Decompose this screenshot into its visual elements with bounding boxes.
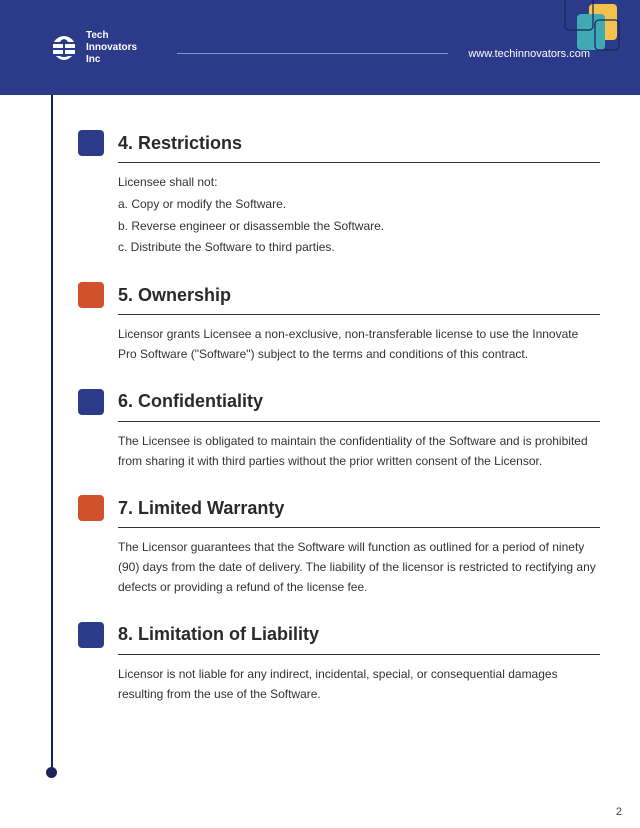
- section-body: The Licensor guarantees that the Softwar…: [118, 538, 600, 597]
- company-name-line: Innovators: [86, 42, 137, 54]
- section-text: The Licensor guarantees that the Softwar…: [118, 538, 600, 597]
- page-header: Tech Innovators Inc www.techinnovators.c…: [0, 0, 640, 95]
- section-rule: [118, 314, 600, 315]
- section-title: 4. Restrictions: [118, 133, 242, 154]
- section-confidentiality: 6. Confidentiality The Licensee is oblig…: [78, 389, 600, 472]
- logo-block: Tech Innovators Inc: [50, 30, 137, 66]
- header-decoration: [555, 0, 625, 55]
- section-header: 6. Confidentiality: [78, 389, 600, 415]
- section-title: 6. Confidentiality: [118, 391, 263, 412]
- section-rule: [118, 654, 600, 655]
- section-text: The Licensee is obligated to maintain th…: [118, 432, 600, 472]
- section-header: 4. Restrictions: [78, 130, 600, 156]
- section-body: Licensor grants Licensee a non-exclusive…: [118, 325, 600, 365]
- section-rule: [118, 162, 600, 163]
- section-title: 8. Limitation of Liability: [118, 624, 319, 645]
- company-name-line: Tech: [86, 30, 137, 42]
- section-marker-icon: [78, 622, 104, 648]
- section-title: 5. Ownership: [118, 285, 231, 306]
- section-marker-icon: [78, 282, 104, 308]
- vertical-timeline-line: [51, 95, 53, 775]
- section-text: Licensor grants Licensee a non-exclusive…: [118, 325, 600, 365]
- section-limited-warranty: 7. Limited Warranty The Licensor guarant…: [78, 495, 600, 597]
- company-name-line: Inc: [86, 54, 137, 66]
- section-header: 5. Ownership: [78, 282, 600, 308]
- section-text: b. Reverse engineer or disassemble the S…: [118, 217, 600, 237]
- section-text: c. Distribute the Software to third part…: [118, 238, 600, 258]
- section-rule: [118, 527, 600, 528]
- page-content: 4. Restrictions Licensee shall not: a. C…: [0, 95, 640, 748]
- section-restrictions: 4. Restrictions Licensee shall not: a. C…: [78, 130, 600, 258]
- section-text: a. Copy or modify the Software.: [118, 195, 600, 215]
- vertical-timeline-dot: [46, 767, 57, 778]
- header-divider: [177, 53, 448, 54]
- section-rule: [118, 421, 600, 422]
- page-number: 2: [616, 806, 622, 818]
- section-text: Licensee shall not:: [118, 173, 600, 193]
- company-logo-icon: [50, 34, 78, 62]
- section-ownership: 5. Ownership Licensor grants Licensee a …: [78, 282, 600, 365]
- section-header: 7. Limited Warranty: [78, 495, 600, 521]
- section-marker-icon: [78, 495, 104, 521]
- section-header: 8. Limitation of Liability: [78, 622, 600, 648]
- section-body: The Licensee is obligated to maintain th…: [118, 432, 600, 472]
- section-title: 7. Limited Warranty: [118, 498, 284, 519]
- section-body: Licensor is not liable for any indirect,…: [118, 665, 600, 705]
- section-text: Licensor is not liable for any indirect,…: [118, 665, 600, 705]
- company-name: Tech Innovators Inc: [86, 30, 137, 66]
- section-marker-icon: [78, 130, 104, 156]
- section-marker-icon: [78, 389, 104, 415]
- section-body: Licensee shall not: a. Copy or modify th…: [118, 173, 600, 258]
- section-limitation-liability: 8. Limitation of Liability Licensor is n…: [78, 622, 600, 705]
